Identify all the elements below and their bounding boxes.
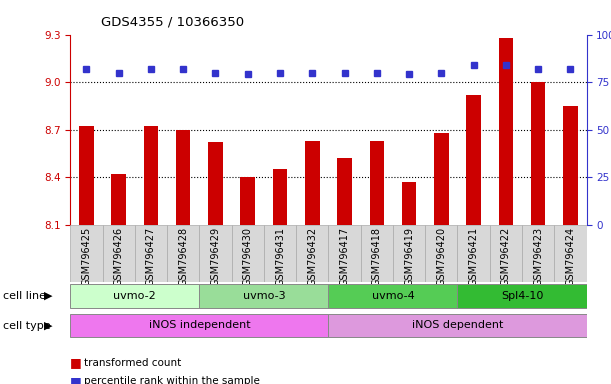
Text: GSM796417: GSM796417: [340, 227, 349, 286]
Text: GSM796426: GSM796426: [114, 227, 123, 286]
Text: iNOS independent: iNOS independent: [148, 320, 250, 330]
Bar: [499, 38, 513, 225]
Bar: [402, 182, 416, 225]
Text: GSM796423: GSM796423: [533, 227, 543, 286]
Bar: [111, 174, 126, 225]
Text: cell line: cell line: [3, 291, 46, 301]
FancyBboxPatch shape: [458, 284, 587, 308]
FancyBboxPatch shape: [199, 284, 329, 308]
FancyBboxPatch shape: [167, 225, 199, 282]
Bar: [531, 82, 546, 225]
Text: transformed count: transformed count: [84, 358, 181, 368]
Text: GSM796428: GSM796428: [178, 227, 188, 286]
FancyBboxPatch shape: [329, 225, 360, 282]
Text: uvmo-3: uvmo-3: [243, 291, 285, 301]
Bar: [144, 126, 158, 225]
FancyBboxPatch shape: [70, 314, 329, 338]
Text: GSM796432: GSM796432: [307, 227, 317, 286]
Text: GSM796421: GSM796421: [469, 227, 478, 286]
Text: ▶: ▶: [44, 321, 53, 331]
Text: GSM796418: GSM796418: [372, 227, 382, 286]
Text: percentile rank within the sample: percentile rank within the sample: [84, 376, 260, 384]
Bar: [305, 141, 320, 225]
FancyBboxPatch shape: [296, 225, 329, 282]
Text: GSM796431: GSM796431: [275, 227, 285, 286]
Bar: [466, 95, 481, 225]
Text: ■: ■: [70, 356, 82, 369]
Text: GSM796427: GSM796427: [146, 227, 156, 286]
FancyBboxPatch shape: [232, 225, 264, 282]
FancyBboxPatch shape: [329, 314, 587, 338]
FancyBboxPatch shape: [103, 225, 135, 282]
Text: GSM796422: GSM796422: [501, 227, 511, 286]
Text: uvmo-4: uvmo-4: [371, 291, 414, 301]
FancyBboxPatch shape: [490, 225, 522, 282]
FancyBboxPatch shape: [458, 225, 490, 282]
FancyBboxPatch shape: [264, 225, 296, 282]
Text: iNOS dependent: iNOS dependent: [412, 320, 503, 330]
FancyBboxPatch shape: [70, 284, 199, 308]
Text: GSM796419: GSM796419: [404, 227, 414, 286]
Text: uvmo-2: uvmo-2: [114, 291, 156, 301]
FancyBboxPatch shape: [522, 225, 554, 282]
Bar: [434, 133, 448, 225]
FancyBboxPatch shape: [199, 225, 232, 282]
Bar: [563, 106, 577, 225]
Text: GSM796430: GSM796430: [243, 227, 253, 286]
FancyBboxPatch shape: [360, 225, 393, 282]
FancyBboxPatch shape: [425, 225, 458, 282]
Text: GSM796429: GSM796429: [210, 227, 221, 286]
Text: Spl4-10: Spl4-10: [501, 291, 543, 301]
FancyBboxPatch shape: [329, 284, 458, 308]
Bar: [176, 130, 191, 225]
Text: GDS4355 / 10366350: GDS4355 / 10366350: [101, 15, 244, 28]
Text: GSM796420: GSM796420: [436, 227, 447, 286]
Text: GSM796424: GSM796424: [565, 227, 576, 286]
FancyBboxPatch shape: [393, 225, 425, 282]
Bar: [273, 169, 287, 225]
Bar: [208, 142, 223, 225]
FancyBboxPatch shape: [554, 225, 587, 282]
Text: ▶: ▶: [44, 291, 53, 301]
Text: GSM796425: GSM796425: [81, 227, 92, 286]
Text: cell type: cell type: [3, 321, 51, 331]
FancyBboxPatch shape: [135, 225, 167, 282]
Bar: [337, 158, 352, 225]
FancyBboxPatch shape: [70, 225, 103, 282]
Bar: [79, 126, 93, 225]
Bar: [241, 177, 255, 225]
Bar: [370, 141, 384, 225]
Text: ■: ■: [70, 375, 82, 384]
